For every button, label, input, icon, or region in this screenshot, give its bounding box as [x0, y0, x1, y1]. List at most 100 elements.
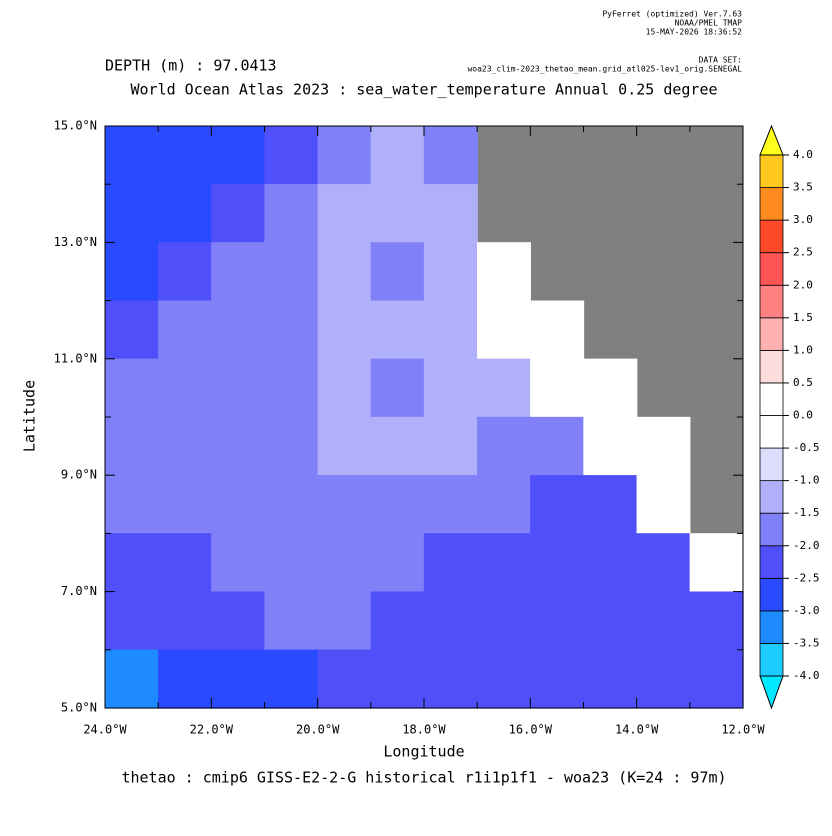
y-tick-label: 9.0°N	[61, 468, 97, 482]
y-tick-label: 5.0°N	[61, 701, 97, 715]
x-axis-label: Longitude	[383, 743, 464, 761]
cell	[317, 358, 372, 418]
cell	[423, 649, 478, 709]
x-tick-label: 18.0°W	[402, 723, 446, 737]
cell	[636, 591, 691, 651]
colorbar-box	[759, 219, 784, 254]
y-tick-label: 15.0°N	[54, 119, 97, 133]
colorbar-over	[759, 124, 784, 156]
cell	[158, 649, 212, 709]
cell	[477, 533, 531, 593]
cell	[477, 300, 531, 360]
cell	[211, 475, 266, 535]
chart-title: World Ocean Atlas 2023 : sea_water_tempe…	[131, 81, 718, 99]
cell	[158, 125, 212, 185]
cell	[477, 358, 531, 418]
cell	[423, 242, 478, 302]
cell	[158, 242, 212, 302]
x-tick-label: 20.0°W	[296, 723, 340, 737]
cell	[158, 184, 212, 244]
cell	[530, 533, 585, 593]
cell	[264, 242, 319, 302]
cell	[583, 358, 638, 418]
x-tick-label: 14.0°W	[615, 723, 659, 737]
cell	[211, 358, 266, 418]
x-tick-label: 22.0°W	[190, 723, 234, 737]
cell	[211, 591, 266, 651]
cell	[158, 416, 212, 476]
cell	[317, 300, 372, 360]
cell	[158, 300, 212, 360]
cell	[583, 649, 638, 709]
cell	[264, 125, 319, 185]
cell	[370, 591, 425, 651]
cell	[689, 591, 744, 651]
colorbar-label: 2.0	[793, 278, 813, 291]
cell	[636, 416, 691, 476]
cell	[583, 475, 638, 535]
x-tick-label: 24.0°W	[83, 723, 127, 737]
cell	[104, 300, 159, 360]
cell	[423, 300, 478, 360]
colorbar-label: 1.0	[793, 343, 813, 356]
colorbar-label: 0.0	[793, 409, 813, 422]
colorbar-box	[759, 447, 784, 482]
y-tick-label: 11.0°N	[54, 351, 97, 365]
cell	[636, 533, 691, 593]
colorbar-label: 3.0	[793, 213, 813, 226]
colorbar-label: -1.5	[793, 506, 820, 519]
cell	[264, 591, 319, 651]
colorbar-label: 1.5	[793, 311, 813, 324]
cell	[317, 184, 372, 244]
y-tick-label: 7.0°N	[61, 584, 97, 598]
colorbar-under	[759, 675, 784, 710]
cell	[211, 649, 266, 709]
cell	[264, 358, 319, 418]
cell	[423, 475, 478, 535]
cell	[264, 649, 319, 709]
cell	[530, 649, 585, 709]
cell	[370, 475, 425, 535]
cell	[636, 475, 691, 535]
colorbar-box	[759, 154, 784, 188]
colorbar-box	[759, 415, 784, 449]
colorbar-label: -1.0	[793, 474, 820, 487]
cell	[477, 242, 531, 302]
colorbar-label: 0.5	[793, 376, 813, 389]
cell	[583, 533, 638, 593]
cell	[211, 242, 266, 302]
colorbar-label: -3.0	[793, 604, 820, 617]
cell	[264, 533, 319, 593]
cell	[317, 475, 372, 535]
header-line: NOAA/PMEL TMAP	[675, 19, 743, 28]
cell	[477, 649, 531, 709]
cell	[317, 242, 372, 302]
colorbar-box	[759, 643, 784, 677]
cell	[317, 533, 372, 593]
depth: DEPTH (m) : 97.0413	[105, 57, 277, 75]
colorbar-box	[759, 349, 784, 384]
colorbar-box	[759, 382, 784, 416]
y-axis-label: Latitude	[21, 380, 39, 452]
cell	[317, 125, 372, 185]
cell	[104, 649, 159, 709]
cell	[264, 416, 319, 476]
cell	[104, 416, 159, 476]
cell	[636, 649, 691, 709]
colorbar-box	[759, 187, 784, 221]
colorbar-box	[759, 545, 784, 579]
cell	[158, 533, 212, 593]
colorbar-box	[759, 610, 784, 644]
cell	[423, 184, 478, 244]
cell	[370, 358, 425, 418]
colorbar-label: -3.5	[793, 636, 820, 649]
cell	[477, 416, 531, 476]
cell	[264, 475, 319, 535]
cell	[370, 649, 425, 709]
x-tick-label: 16.0°W	[509, 723, 553, 737]
cell	[158, 358, 212, 418]
header-line: PyFerret (optimized) Ver.7.63	[602, 10, 742, 19]
colorbar-box	[759, 317, 784, 351]
cell	[264, 300, 319, 360]
cell	[104, 358, 159, 418]
